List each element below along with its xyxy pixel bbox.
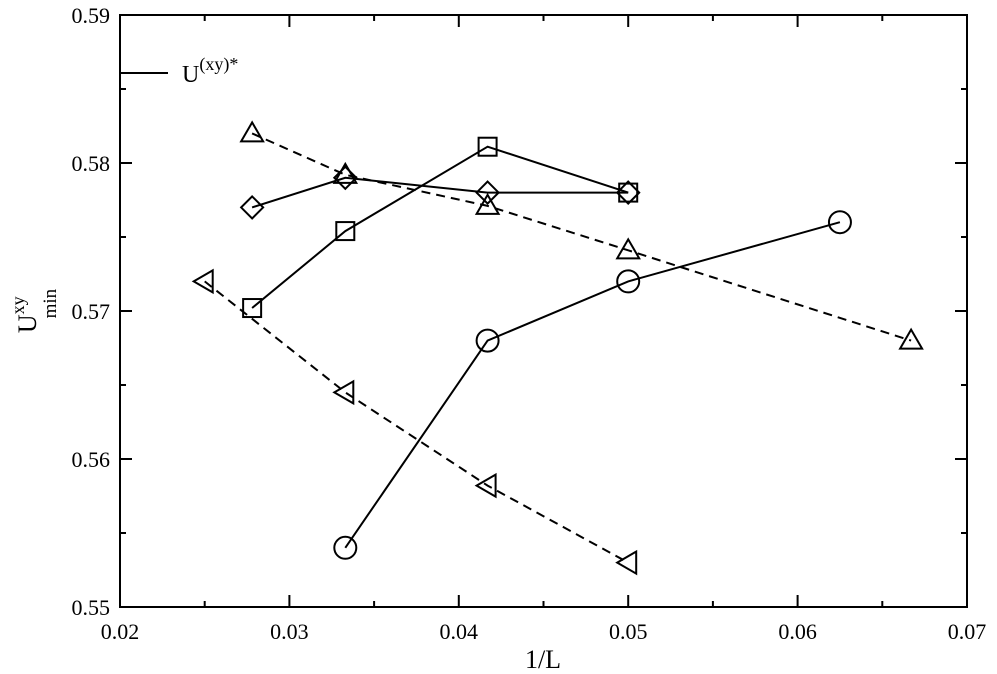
y-tick-label: 0.55 [72, 595, 111, 620]
series-line-diamond [251, 176, 629, 209]
series-layer [191, 120, 924, 576]
series-triangle-left [191, 268, 638, 576]
series-line-triangle-up [251, 132, 912, 342]
y-axis-label-main: U [13, 314, 42, 333]
data-point-triangle-left [191, 268, 214, 295]
data-point-circle [616, 269, 641, 294]
y-axis-label-sub: min [40, 288, 61, 318]
axis-ticks: 0.02 0.03 0.04 0.05 0.06 0.07 0.55 0.56 0.57 0.58… [72, 3, 987, 644]
x-tick-label: 0.02 [101, 619, 140, 644]
data-point-square [242, 298, 263, 319]
data-point-triangle-left [615, 549, 638, 576]
data-point-diamond [239, 194, 265, 220]
series-square [242, 136, 639, 319]
data-point-triangle-up [332, 161, 359, 184]
data-point-diamond [475, 180, 501, 206]
legend-label-sup: (xy)* [199, 54, 238, 75]
x-tick-label: 0.05 [609, 619, 648, 644]
y-tick-label: 0.59 [72, 3, 111, 28]
x-tick-label: 0.07 [948, 619, 987, 644]
data-point-triangle-up [898, 327, 924, 350]
data-point-triangle-up [474, 192, 501, 215]
data-point-square [335, 221, 356, 242]
y-tick-label: 0.56 [72, 447, 111, 472]
data-point-circle [827, 210, 852, 235]
data-point-triangle-left [332, 379, 355, 406]
y-axis-label: Uxy min [8, 288, 61, 333]
legend: U(xy)* [120, 54, 238, 88]
data-point-square [477, 136, 498, 157]
x-axis-label: 1/L [525, 645, 561, 674]
data-point-diamond [615, 180, 641, 206]
y-tick-label: 0.58 [72, 151, 111, 176]
data-point-circle [333, 535, 358, 560]
data-point-triangle-left [474, 472, 497, 499]
legend-label-main: U [182, 62, 199, 88]
series-line-circle [344, 221, 841, 549]
series-triangle-up [239, 120, 924, 350]
series-line-triangle-left [204, 280, 629, 564]
x-tick-label: 0.06 [778, 619, 817, 644]
y-tick-label: 0.57 [72, 299, 111, 324]
x-tick-label: 0.04 [440, 619, 479, 644]
data-point-circle [475, 328, 500, 353]
data-point-triangle-up [239, 120, 265, 143]
data-point-triangle-up [615, 237, 641, 260]
legend-label: U(xy)* [182, 54, 238, 88]
data-point-diamond [332, 165, 358, 191]
y-axis-label-sup: xy [8, 296, 28, 314]
series-line-square [251, 145, 629, 309]
series-circle [333, 210, 852, 560]
x-tick-label: 0.03 [270, 619, 309, 644]
series-diamond [239, 165, 641, 220]
plot-area [119, 14, 968, 608]
